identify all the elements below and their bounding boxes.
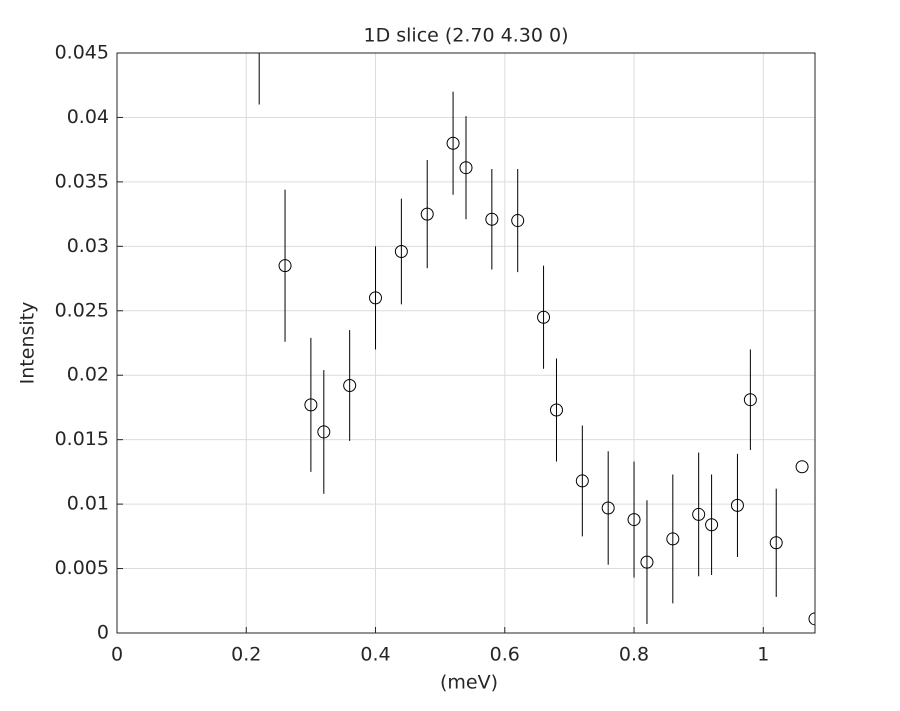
y-tick-label: 0.03 [67,235,109,257]
axes-box [116,52,816,634]
data-point [743,393,757,407]
data-point [420,207,434,221]
data-point [575,474,589,488]
x-tick-label: 0.6 [490,644,520,666]
data-point [705,518,719,532]
x-tick-label: 1 [757,644,769,666]
data-point [795,460,809,474]
chart-title: 1D slice (2.70 4.30 0) [364,25,569,47]
data-point [549,403,563,417]
data-point [627,513,641,527]
data-point [640,555,654,569]
data-point [511,214,525,228]
data-point [317,425,331,439]
data-point [808,612,815,626]
y-tick-label: 0.015 [55,428,109,450]
data-point [304,398,318,412]
data-point [730,498,744,512]
data-point [666,532,680,546]
data-point [485,212,499,226]
y-tick-label: 0.045 [55,42,109,64]
data-point [537,310,551,324]
plot-area [258,53,815,626]
y-tick-label: 0.04 [67,106,109,128]
x-tick-label: 0.8 [619,644,649,666]
data-point [459,161,473,175]
x-tick-label: 0 [111,644,123,666]
y-axis-label: Intensity [17,302,39,385]
x-tick-label: 0.2 [231,644,261,666]
y-tick-label: 0.025 [55,299,109,321]
data-point [278,259,292,273]
y-tick-label: 0 [97,622,109,644]
data-point [343,379,357,393]
data-point [601,501,615,515]
data-point [692,507,706,521]
data-point [369,291,383,305]
data-point [394,244,408,258]
x-tick-label: 0.4 [360,644,390,666]
y-tick-label: 0.01 [67,493,109,515]
data-point [446,136,460,150]
y-tick-label: 0.02 [67,364,109,386]
y-tick-label: 0.005 [55,557,109,579]
data-point [769,536,783,550]
x-axis-label: (meV) [440,672,498,694]
y-tick-label: 0.035 [55,170,109,192]
